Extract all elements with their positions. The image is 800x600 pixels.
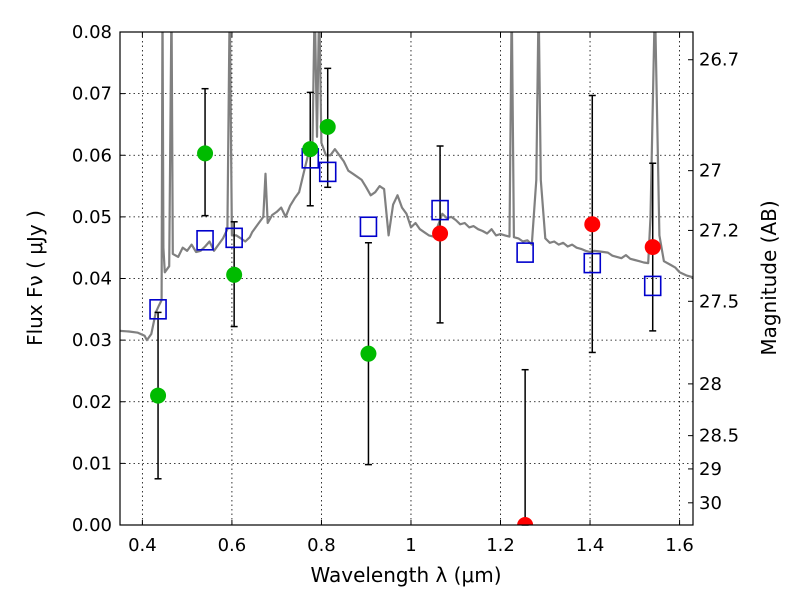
x-tick-label: 1.2	[486, 535, 515, 556]
model-band-square	[359, 216, 378, 238]
x-tick-label: 1.4	[576, 535, 605, 556]
upper-limit-point	[644, 239, 661, 256]
model-band-square	[643, 275, 662, 297]
right-tick-label: 27.2	[699, 220, 739, 241]
detection-point	[197, 145, 214, 162]
y-tick-label: 0.08	[72, 22, 112, 43]
y-tick-label: 0.02	[72, 392, 112, 413]
observed-points-layer	[150, 118, 661, 525]
right-axis-label: Magnitude (AB)	[757, 200, 781, 355]
right-tick-label: 29	[699, 459, 722, 480]
right-tick-label: 28	[699, 374, 722, 395]
y-axis-label: Flux Fν ( μJy )	[23, 210, 47, 346]
right-tick-label: 28.5	[699, 426, 739, 447]
y-tick-label: 0.03	[72, 330, 112, 351]
model-band-square	[583, 252, 602, 274]
x-tick-label: 0.8	[307, 535, 336, 556]
gridlines	[120, 31, 693, 526]
right-tick-label: 26.7	[699, 50, 739, 71]
right-tick-label: 27.5	[699, 291, 739, 312]
y-tick-label: 0.00	[72, 515, 112, 536]
y-tick-label: 0.01	[72, 453, 112, 474]
y-tick-label: 0.06	[72, 145, 112, 166]
upper-limit-point	[584, 216, 601, 233]
model-band-square	[318, 161, 337, 183]
model-band-layer	[149, 148, 662, 320]
detection-point	[226, 266, 243, 283]
detection-point	[360, 345, 377, 362]
model-band-square	[149, 299, 167, 320]
x-tick-label: 1.6	[665, 535, 694, 556]
errorbar-layer	[154, 67, 657, 526]
sed-model-layer	[120, 32, 693, 342]
x-tick-label: 0.4	[128, 535, 157, 556]
x-axis-label: Wavelength λ (μm)	[310, 563, 501, 587]
upper-limit-point	[432, 225, 449, 242]
right-tick-label: 27	[699, 161, 722, 182]
detection-point	[319, 118, 336, 135]
model-band-square	[516, 242, 534, 263]
model-band-square	[225, 227, 243, 249]
model-band-square	[431, 199, 449, 221]
sed-model-line	[120, 32, 693, 342]
x-tick-label: 1	[405, 535, 416, 556]
detection-point	[302, 141, 319, 158]
right-tick-label: 30	[699, 493, 722, 514]
y-tick-label: 0.05	[72, 207, 112, 228]
x-tick-label: 0.6	[218, 535, 247, 556]
axis-ticks: 0.4 0.6 0.8 1 1.2 1.4 1.6 0.00 0.01 0.02 0.03 0.04 0…	[72, 22, 739, 556]
y-tick-label: 0.04	[72, 269, 112, 290]
y-tick-label: 0.07	[72, 84, 112, 105]
upper-limit-point	[517, 517, 534, 525]
model-band-square	[196, 229, 214, 251]
detection-point	[150, 387, 167, 404]
